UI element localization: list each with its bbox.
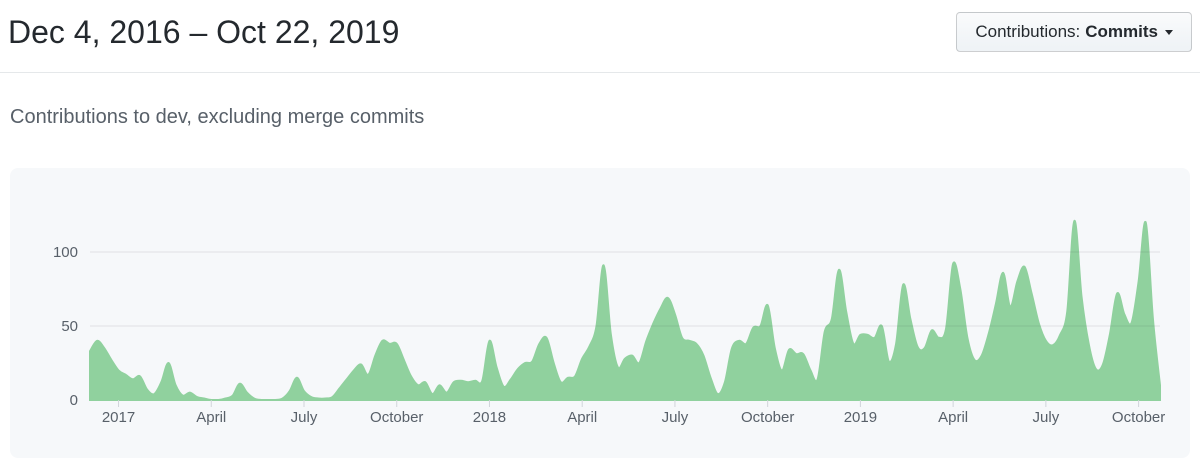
y-axis-label-100: 100 — [53, 244, 78, 261]
x-axis-label: October — [1112, 409, 1165, 426]
x-axis-label: 2019 — [844, 409, 877, 426]
commit-activity-card: 0 50 100 2017 April July October 2018 April July O… — [10, 168, 1190, 458]
chart-subtitle: Contributions to dev, excluding merge co… — [10, 106, 425, 128]
x-axis-label: April — [938, 409, 968, 426]
y-axis-label-0: 0 — [70, 392, 78, 409]
commit-activity-chart: 0 50 100 2017 April July October 2018 April July O… — [53, 219, 1165, 426]
x-axis-label: 2017 — [102, 409, 135, 426]
page-title: Dec 4, 2016 – Oct 22, 2019 — [8, 14, 400, 50]
x-axis-label: October — [741, 409, 794, 426]
header-divider — [0, 72, 1200, 73]
filter-button-selected: Commits — [1085, 22, 1158, 41]
x-axis-label: July — [1033, 409, 1060, 426]
y-axis-label-50: 50 — [61, 318, 78, 335]
x-axis-label: April — [196, 409, 226, 426]
x-axis-label: 2018 — [473, 409, 506, 426]
header: Dec 4, 2016 – Oct 22, 2019 Contributions… — [0, 0, 1200, 72]
x-axis-label: October — [370, 409, 423, 426]
x-axis-label: July — [291, 409, 318, 426]
contributions-filter-button[interactable]: Contributions: Commits — [956, 12, 1192, 52]
dropdown-caret-icon — [1165, 29, 1173, 35]
filter-button-prefix: Contributions: — [975, 22, 1081, 41]
x-axis-label: July — [662, 409, 689, 426]
area-series-commits — [89, 219, 1161, 401]
x-axis-label: April — [567, 409, 597, 426]
